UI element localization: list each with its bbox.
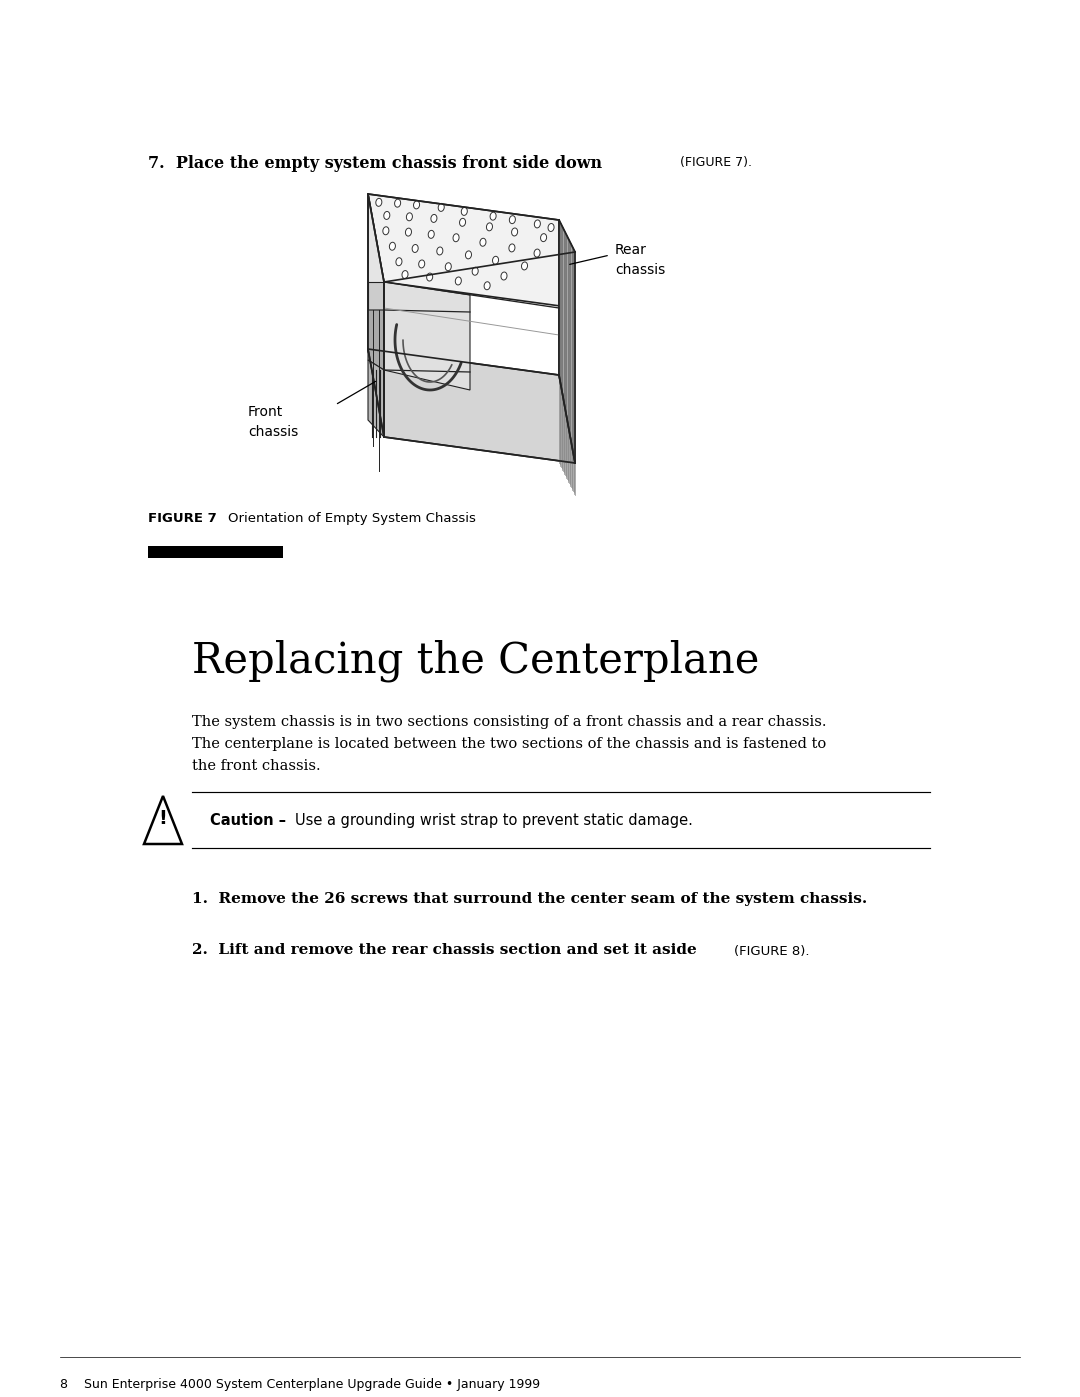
Polygon shape (368, 282, 384, 310)
Ellipse shape (456, 277, 461, 285)
Text: Use a grounding wrist strap to prevent static damage.: Use a grounding wrist strap to prevent s… (295, 813, 693, 828)
Ellipse shape (390, 242, 395, 250)
Text: !: ! (159, 809, 167, 827)
Text: The system chassis is in two sections consisting of a front chassis and a rear c: The system chassis is in two sections co… (192, 715, 826, 729)
Polygon shape (368, 194, 575, 307)
Ellipse shape (413, 244, 418, 253)
Ellipse shape (445, 263, 451, 271)
Ellipse shape (541, 233, 546, 242)
Ellipse shape (406, 212, 413, 221)
Ellipse shape (436, 247, 443, 256)
Ellipse shape (490, 212, 496, 221)
Ellipse shape (428, 231, 434, 239)
Ellipse shape (459, 218, 465, 226)
Polygon shape (368, 360, 384, 437)
Ellipse shape (453, 233, 459, 242)
Ellipse shape (396, 257, 402, 265)
Ellipse shape (522, 263, 527, 270)
Text: 1.  Remove the 26 screws that surround the center seam of the system chassis.: 1. Remove the 26 screws that surround th… (192, 893, 867, 907)
Ellipse shape (405, 228, 411, 236)
Ellipse shape (383, 211, 390, 219)
Ellipse shape (461, 207, 468, 215)
Bar (148, 546, 283, 557)
Polygon shape (559, 219, 575, 462)
Ellipse shape (492, 256, 499, 264)
Ellipse shape (501, 272, 507, 279)
Ellipse shape (431, 214, 437, 222)
Text: 7.  Place the empty system chassis front side down: 7. Place the empty system chassis front … (148, 155, 608, 172)
Text: (FIGURE 7).: (FIGURE 7). (680, 156, 752, 169)
Ellipse shape (484, 282, 490, 289)
Ellipse shape (480, 239, 486, 246)
Ellipse shape (382, 226, 389, 235)
Text: 8    Sun Enterprise 4000 System Centerplane Upgrade Guide • January 1999: 8 Sun Enterprise 4000 System Centerplane… (60, 1377, 540, 1391)
Text: Orientation of Empty System Chassis: Orientation of Empty System Chassis (228, 511, 476, 525)
Ellipse shape (535, 219, 540, 228)
Ellipse shape (472, 267, 478, 275)
Text: 2.  Lift and remove the rear chassis section and set it aside: 2. Lift and remove the rear chassis sect… (192, 943, 702, 957)
Text: the front chassis.: the front chassis. (192, 759, 321, 773)
Polygon shape (384, 282, 470, 390)
Ellipse shape (376, 198, 382, 207)
Polygon shape (144, 796, 183, 844)
Text: (FIGURE 8).: (FIGURE 8). (734, 944, 810, 958)
Polygon shape (368, 349, 575, 462)
Polygon shape (368, 194, 384, 437)
Ellipse shape (512, 228, 517, 236)
Ellipse shape (509, 244, 515, 251)
Ellipse shape (427, 272, 433, 281)
Text: Front
chassis: Front chassis (248, 405, 298, 439)
Ellipse shape (419, 260, 424, 268)
Text: Replacing the Centerplane: Replacing the Centerplane (192, 640, 759, 683)
Ellipse shape (510, 215, 515, 224)
Ellipse shape (486, 224, 492, 231)
Ellipse shape (438, 204, 444, 211)
Ellipse shape (465, 251, 472, 258)
Ellipse shape (548, 224, 554, 232)
Ellipse shape (402, 271, 408, 278)
Text: FIGURE 7: FIGURE 7 (148, 511, 217, 525)
Text: Caution –: Caution – (210, 813, 292, 828)
Text: Rear
chassis: Rear chassis (615, 243, 665, 277)
Text: The centerplane is located between the two sections of the chassis and is fasten: The centerplane is located between the t… (192, 738, 826, 752)
Ellipse shape (394, 200, 401, 207)
Polygon shape (368, 310, 384, 370)
Ellipse shape (534, 249, 540, 257)
Ellipse shape (414, 201, 419, 210)
